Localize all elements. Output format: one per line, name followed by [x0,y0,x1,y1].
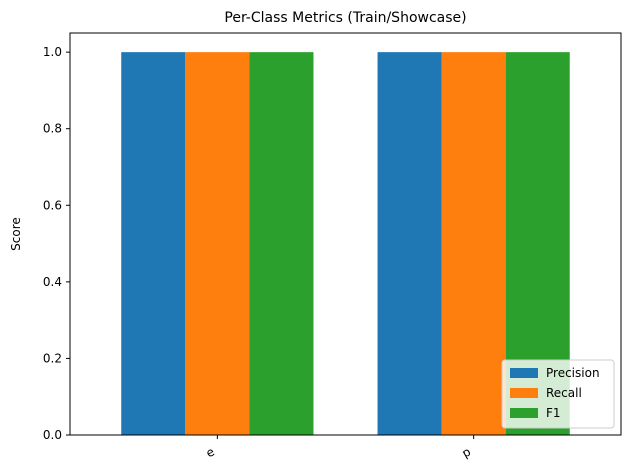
y-axis: 0.0 0.2 0.4 0.6 0.8 1.0 [43,45,70,442]
legend: Precision Recall F1 [501,359,615,429]
plot-frame [69,32,622,436]
bar-precision-e [121,52,186,436]
y-tick-label: 0.6 [43,198,62,212]
y-tick-label: 0.8 [43,122,62,136]
bar-f1-e [249,52,314,436]
legend-swatch-recall [510,388,538,398]
x-tick-label: e [203,444,216,460]
chart-title: Per-Class Metrics (Train/Showcase) [224,10,466,26]
legend-label-recall: Recall [546,386,582,400]
bar-recall-e [185,52,250,436]
legend-swatch-precision [510,368,538,378]
y-tick-label: 0.0 [43,428,62,442]
bars-group [121,52,570,436]
legend-label-f1: F1 [546,406,561,420]
y-tick-label: 1.0 [43,45,62,59]
y-axis-title: Score [9,217,23,251]
bar-recall-p [441,52,506,436]
x-tick-label: p [460,444,474,460]
bar-precision-p [377,52,442,436]
legend-swatch-f1 [510,408,538,418]
y-tick-label: 0.4 [43,275,62,289]
legend-label-precision: Precision [546,366,600,380]
y-tick-label: 0.2 [43,351,62,365]
